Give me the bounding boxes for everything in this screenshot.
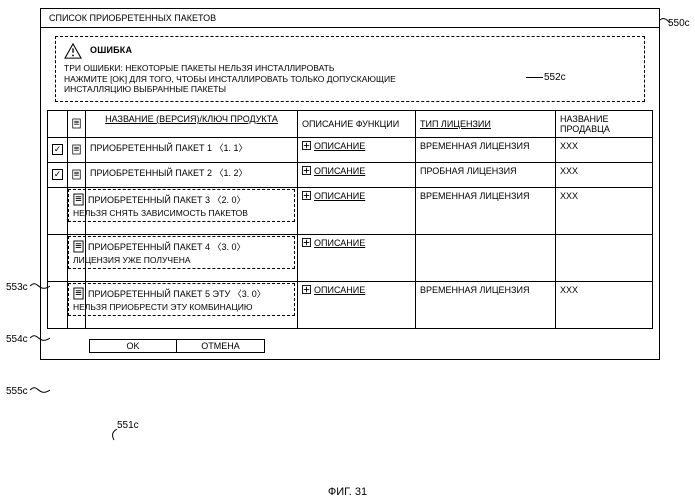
document-icon xyxy=(73,287,84,300)
document-icon xyxy=(72,143,81,156)
window-title: СПИСОК ПРИОБРЕТЕННЫХ ПАКЕТОВ xyxy=(41,9,659,28)
expand-icon[interactable] xyxy=(302,191,311,200)
callout-555c: 555с xyxy=(6,386,28,397)
ok-button[interactable]: OK xyxy=(89,339,177,353)
col-desc: ОПИСАНИЕ ФУНКЦИИ xyxy=(302,119,399,129)
desc-cell: ОПИСАНИЕ xyxy=(298,163,416,187)
leader-line xyxy=(110,429,124,441)
package-grid: НАЗВАНИЕ (ВЕРСИЯ)/КЛЮЧ ПРОДУКТА ОПИСАНИЕ… xyxy=(47,110,653,329)
callout-550c: 550с xyxy=(668,18,690,29)
description-link[interactable]: ОПИСАНИЕ xyxy=(314,238,365,248)
package-note: ЛИЦЕНЗИЯ УЖЕ ПОЛУЧЕНА xyxy=(73,255,290,265)
document-icon xyxy=(73,193,84,206)
leader-line xyxy=(526,77,543,78)
leader-line xyxy=(30,278,50,294)
document-icon xyxy=(73,240,84,253)
license-cell: ВРЕМЕННАЯ ЛИЦЕНЗИЯ xyxy=(416,138,556,162)
document-icon xyxy=(72,117,81,130)
description-link[interactable]: ОПИСАНИЕ xyxy=(314,166,365,176)
figure-caption: ФИГ. 31 xyxy=(0,486,695,498)
checkbox[interactable]: ✓ xyxy=(52,169,63,180)
license-cell: ВРЕМЕННАЯ ЛИЦЕНЗИЯ xyxy=(416,188,556,234)
table-row: ✓ ПРИОБРЕТЕННЫЙ ПАКЕТ 2 〈1. 2〉 ОПИСАНИЕ П… xyxy=(48,163,652,188)
leader-line xyxy=(30,382,50,398)
leader-line xyxy=(30,330,50,346)
expand-icon[interactable] xyxy=(302,166,311,175)
description-link[interactable]: ОПИСАНИЕ xyxy=(314,191,365,201)
package-name: ПРИОБРЕТЕННЫЙ ПАКЕТ 4 〈3. 0〉 xyxy=(88,240,246,253)
document-icon xyxy=(72,168,81,181)
vendor-cell: XXX xyxy=(556,138,652,162)
callout-552c: 552с xyxy=(544,72,566,83)
error-box: ОШИБКА ТРИ ОШИБКИ: НЕКОТОРЫЕ ПАКЕТЫ НЕЛЬ… xyxy=(55,36,645,102)
description-link[interactable]: ОПИСАНИЕ xyxy=(314,285,365,295)
package-note: НЕЛЬЗЯ ПРИОБРЕСТИ ЭТУ КОМБИНАЦИЮ xyxy=(73,302,290,312)
package-name: ПРИОБРЕТЕННЫЙ ПАКЕТ 1 〈1. 1〉 xyxy=(90,141,248,154)
table-row: ПРИОБРЕТЕННЫЙ ПАКЕТ 5 ЭТУ 〈3. 0〉 НЕЛЬЗЯ П… xyxy=(48,282,652,329)
name-dashed-group: ПРИОБРЕТЕННЫЙ ПАКЕТ 3 〈2. 0〉 НЕЛЬЗЯ СНЯТЬ… xyxy=(68,189,295,222)
package-name: ПРИОБРЕТЕННЫЙ ПАКЕТ 2 〈1. 2〉 xyxy=(90,166,248,179)
col-license[interactable]: ТИП ЛИЦЕНЗИИ xyxy=(420,119,491,129)
expand-icon[interactable] xyxy=(302,141,311,150)
name-dashed-group: ПРИОБРЕТЕННЫЙ ПАКЕТ 5 ЭТУ 〈3. 0〉 НЕЛЬЗЯ П… xyxy=(68,283,295,316)
license-cell: ПРОБНАЯ ЛИЦЕНЗИЯ xyxy=(416,163,556,187)
callout-554c: 554с xyxy=(6,334,28,345)
expand-icon[interactable] xyxy=(302,238,311,247)
package-name: ПРИОБРЕТЕННЫЙ ПАКЕТ 5 ЭТУ 〈3. 0〉 xyxy=(88,287,266,300)
error-line: ИНСТАЛЛЯЦИЮ ВЫБРАННЫЕ ПАКЕТЫ xyxy=(64,84,636,95)
grid-header: НАЗВАНИЕ (ВЕРСИЯ)/КЛЮЧ ПРОДУКТА ОПИСАНИЕ… xyxy=(48,111,652,138)
license-cell xyxy=(416,235,556,281)
col-vendor: НАЗВАНИЕ ПРОДАВЦА xyxy=(560,114,648,134)
button-row: OK ОТМЕНА xyxy=(41,335,659,359)
error-title: ОШИБКА xyxy=(90,45,132,56)
window: СПИСОК ПРИОБРЕТЕННЫХ ПАКЕТОВ ОШИБКА ТРИ … xyxy=(40,8,660,360)
cancel-button[interactable]: ОТМЕНА xyxy=(177,339,265,353)
vendor-cell: XXX xyxy=(556,163,652,187)
desc-cell: ОПИСАНИЕ xyxy=(298,282,416,328)
description-link[interactable]: ОПИСАНИЕ xyxy=(314,141,365,151)
checkbox[interactable]: ✓ xyxy=(52,144,63,155)
col-name[interactable]: НАЗВАНИЕ (ВЕРСИЯ)/КЛЮЧ ПРОДУКТА xyxy=(105,114,278,124)
desc-cell: ОПИСАНИЕ xyxy=(298,188,416,234)
package-note: НЕЛЬЗЯ СНЯТЬ ЗАВИСИМОСТЬ ПАКЕТОВ xyxy=(73,208,290,218)
name-dashed-group: ПРИОБРЕТЕННЫЙ ПАКЕТ 4 〈3. 0〉 ЛИЦЕНЗИЯ УЖЕ… xyxy=(68,236,295,269)
desc-cell: ОПИСАНИЕ xyxy=(298,138,416,162)
package-name: ПРИОБРЕТЕННЫЙ ПАКЕТ 3 〈2. 0〉 xyxy=(88,193,246,206)
table-row: ✓ ПРИОБРЕТЕННЫЙ ПАКЕТ 1 〈1. 1〉 ОПИСАНИЕ В… xyxy=(48,138,652,163)
vendor-cell: XXX xyxy=(556,188,652,234)
table-row: ПРИОБРЕТЕННЫЙ ПАКЕТ 3 〈2. 0〉 НЕЛЬЗЯ СНЯТЬ… xyxy=(48,188,652,235)
callout-553c: 553с xyxy=(6,282,28,293)
vendor-cell: XXX xyxy=(556,282,652,328)
leader-line xyxy=(660,16,671,26)
warning-icon xyxy=(64,43,82,59)
table-row: ПРИОБРЕТЕННЫЙ ПАКЕТ 4 〈3. 0〉 ЛИЦЕНЗИЯ УЖЕ… xyxy=(48,235,652,282)
vendor-cell xyxy=(556,235,652,281)
license-cell: ВРЕМЕННАЯ ЛИЦЕНЗИЯ xyxy=(416,282,556,328)
desc-cell: ОПИСАНИЕ xyxy=(298,235,416,281)
expand-icon[interactable] xyxy=(302,285,311,294)
